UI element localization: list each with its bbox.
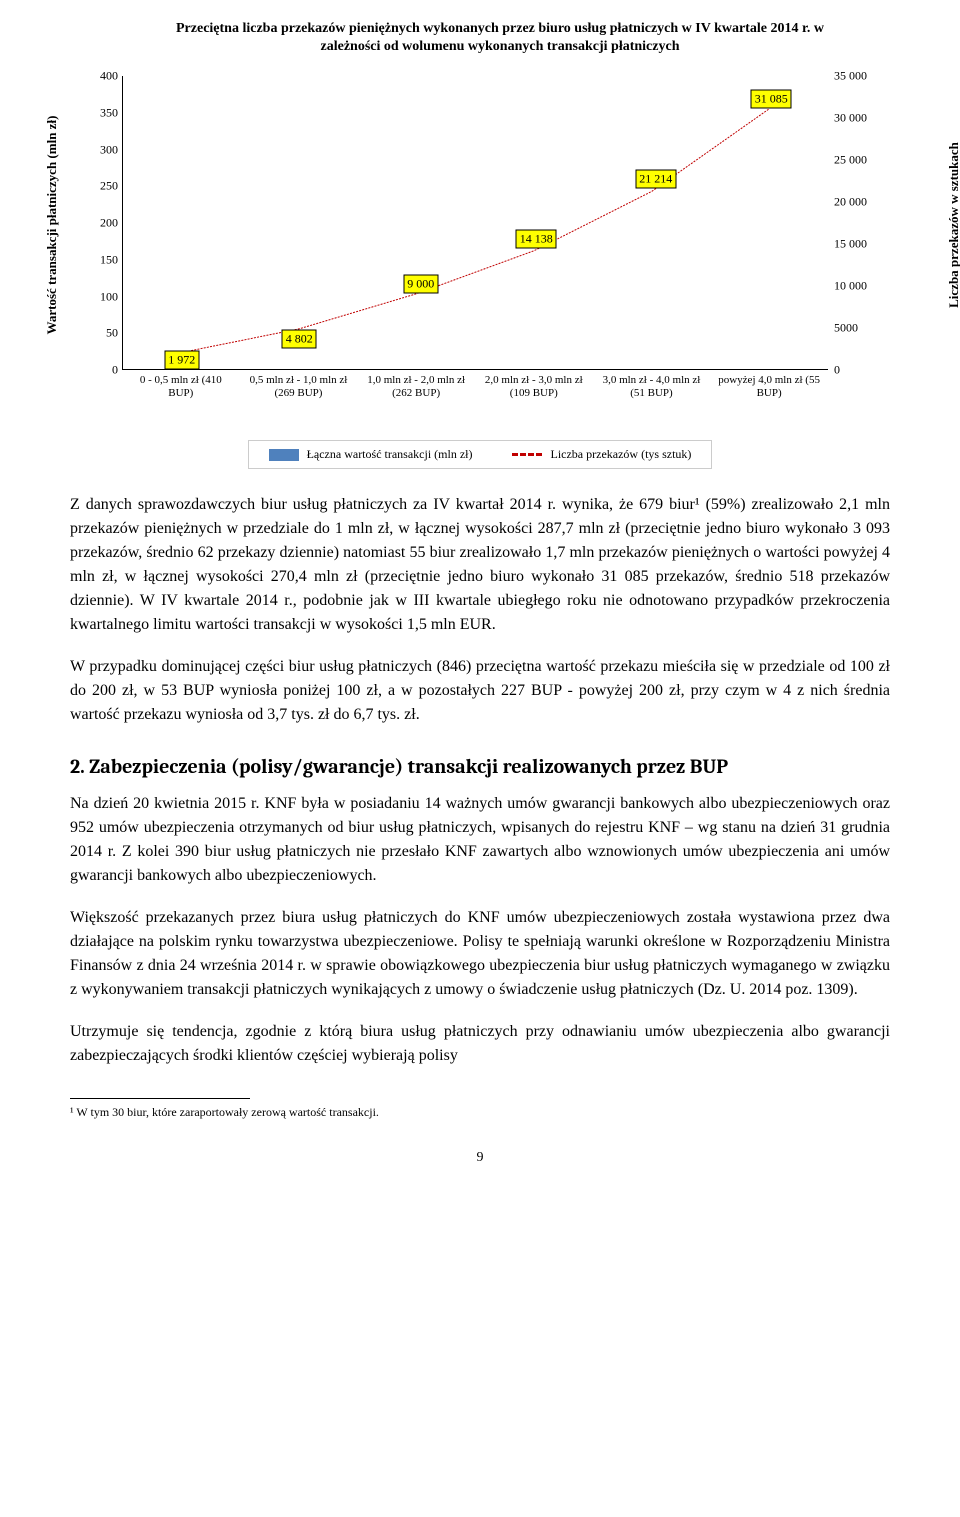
data-label: 4 802 xyxy=(282,329,317,348)
footnote: ¹ W tym 30 biur, które zaraportowały zer… xyxy=(70,1105,890,1120)
chart-title: Przeciętna liczba przekazów pieniężnych … xyxy=(150,20,850,55)
x-tick-label: 3,0 mln zł - 4,0 mln zł (51 BUP) xyxy=(600,374,702,430)
y-ticks-left: 050100150200250300350400 xyxy=(70,76,118,370)
paragraph-2: W przypadku dominującej części biur usłu… xyxy=(70,655,890,727)
chart-legend: Łączna wartość transakcji (mln zł) Liczb… xyxy=(248,440,713,469)
chart-container: Przeciętna liczba przekazów pieniężnych … xyxy=(70,20,890,430)
legend-bars: Łączna wartość transakcji (mln zł) xyxy=(269,447,473,462)
data-label: 14 138 xyxy=(516,229,557,248)
legend-line: Liczba przekazów (tys sztuk) xyxy=(512,447,691,462)
page-number: 9 xyxy=(70,1150,890,1166)
x-tick-label: powyżej 4,0 mln zł (55 BUP) xyxy=(718,374,820,430)
chart-plot-area: 1 972 4 802 9 000 14 138 21 214 31 085 xyxy=(122,76,828,370)
data-label: 9 000 xyxy=(403,274,438,293)
paragraph-4: Większość przekazanych przez biura usług… xyxy=(70,906,890,1002)
x-tick-label: 0,5 mln zł - 1,0 mln zł (269 BUP) xyxy=(247,374,349,430)
legend-line-swatch xyxy=(512,453,542,456)
data-label: 21 214 xyxy=(635,170,676,189)
footnote-separator xyxy=(70,1098,250,1099)
paragraph-5: Utrzymuje się tendencja, zgodnie z którą… xyxy=(70,1020,890,1068)
x-tick-label: 2,0 mln zł - 3,0 mln zł (109 BUP) xyxy=(483,374,585,430)
legend-bars-label: Łączna wartość transakcji (mln zł) xyxy=(307,447,473,462)
x-axis-labels: 0 - 0,5 mln zł (410 BUP) 0,5 mln zł - 1,0… xyxy=(122,374,828,430)
x-tick-label: 1,0 mln zł - 2,0 mln zł (262 BUP) xyxy=(365,374,467,430)
paragraph-3: Na dzień 20 kwietnia 2015 r. KNF była w … xyxy=(70,792,890,888)
body-text: Z danych sprawozdawczych biur usług płat… xyxy=(70,493,890,1068)
legend-line-label: Liczba przekazów (tys sztuk) xyxy=(550,447,691,462)
data-label: 1 972 xyxy=(164,351,199,370)
section-heading: 2. Zabezpieczenia (polisy/gwarancje) tra… xyxy=(70,755,890,778)
y-axis-left-label: Wartość transakcji płatniczych (mln zł) xyxy=(44,116,60,335)
paragraph-1: Z danych sprawozdawczych biur usług płat… xyxy=(70,493,890,637)
y-ticks-right: 0500010 00015 00020 00025 00030 00035 00… xyxy=(834,76,882,370)
data-label: 31 085 xyxy=(751,89,792,108)
legend-bar-swatch xyxy=(269,449,299,461)
y-axis-right-label: Liczba przekazów w sztukach xyxy=(946,142,960,308)
x-tick-label: 0 - 0,5 mln zł (410 BUP) xyxy=(130,374,232,430)
